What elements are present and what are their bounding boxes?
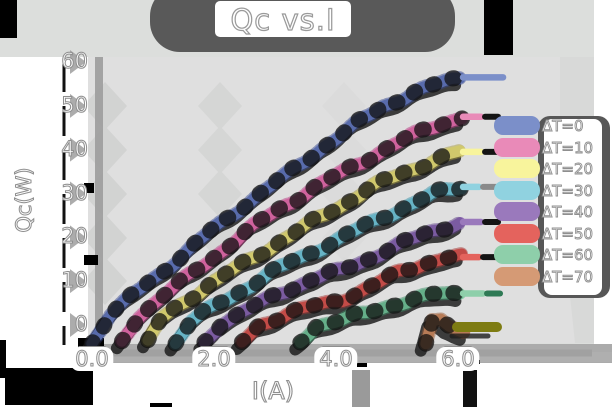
series-errorbar-caps-3 [167, 180, 470, 352]
gridline-chevron [83, 170, 127, 218]
y-tick-marks [70, 50, 86, 337]
legend-item-2: ΔT=20 [494, 159, 612, 179]
gridline-chevron [83, 214, 127, 262]
x-tick-2.0: 2.0 [192, 347, 236, 372]
legend-label: ΔT=60 [542, 246, 594, 265]
x-tick-label-6.0: 6.0 [436, 347, 480, 372]
series-errorbar-caps-0 [83, 70, 469, 352]
gridline-chevron [83, 82, 127, 130]
legend-swatch-icon [494, 223, 540, 243]
legend-swatch-icon [494, 116, 540, 135]
x-axis-label: I(A) [251, 376, 295, 405]
shadow-fragment [357, 363, 367, 367]
legend-item-6: ΔT=60 [494, 245, 612, 265]
shadow-block-top [484, 0, 513, 55]
corner-shadow-top-left [0, 0, 17, 38]
legend-swatch-icon [494, 137, 540, 157]
legend-item-3: ΔT=30 [494, 180, 612, 201]
legend-label: ΔT=40 [542, 203, 594, 222]
shadow-fragment-gray [352, 370, 370, 407]
title-background-box [215, 1, 351, 37]
legend-label: ΔT=10 [542, 138, 594, 157]
legend-item-0: ΔT=0 [494, 116, 612, 136]
y-tick-chevron [70, 225, 86, 250]
shadow-block-bottom-left [5, 368, 93, 405]
legend-label: ΔT=70 [542, 267, 594, 286]
y-tick-label-40: 40 [61, 136, 89, 161]
x-tick-6.0: 6.0 [436, 347, 480, 372]
y-tick-label-20: 20 [61, 224, 89, 249]
gridline-chevron [198, 82, 242, 130]
legend-swatch-icon [494, 245, 540, 264]
legend: ΔT=0 ΔT=10 ΔT=20 ΔT=30 ΔT=40 ΔT=50 ΔT=60 ΔT=70 [494, 114, 612, 302]
y-tick-label-60: 60 [61, 49, 89, 74]
legend-background-box [544, 119, 602, 295]
y-tick-chevron [70, 50, 86, 75]
legend-label: ΔT=0 [542, 117, 584, 136]
gridline-chevron [198, 170, 242, 218]
x-tick-0.0: 0.0 [70, 347, 114, 372]
gridline-chevron [83, 126, 127, 174]
x-tick-4.0: 4.0 [314, 347, 358, 372]
x-tick-label-2.0: 2.0 [192, 347, 236, 372]
legend-item-4: ΔT=40 [494, 202, 612, 222]
legend-swatch-icon [494, 266, 540, 286]
shadow-fragment [84, 255, 98, 265]
shadow-fragment [0, 340, 6, 378]
gridline-chevron [83, 257, 127, 305]
x-tick-label-4.0: 4.0 [314, 347, 358, 372]
y-tick-label-10: 10 [61, 268, 89, 293]
series-errorbar-caps-6 [292, 284, 469, 351]
y-tick-chevron [70, 269, 86, 294]
legend-item-1: ΔT=10 [494, 137, 612, 158]
legend-label: ΔT=50 [542, 224, 594, 243]
shadow-fragment [150, 403, 172, 407]
gridline-chevron [198, 126, 242, 174]
y-tick-chevron [70, 93, 86, 118]
y-tick-label-0: 0 [74, 312, 88, 337]
chart-title: Qc vs.I [230, 2, 336, 37]
x-tick-label-0.0: 0.0 [70, 347, 114, 372]
y-tick-label-30: 30 [61, 180, 89, 205]
series-errorbar-caps-1 [113, 110, 471, 350]
series-errorbar-caps-5 [233, 246, 470, 350]
legend-swatch-icon [494, 159, 540, 178]
shadow-fragment [463, 370, 477, 407]
y-tick-chevron [70, 181, 86, 206]
legend-label: ΔT=30 [542, 181, 594, 200]
shadow-fragment [84, 183, 94, 193]
legend-swatch-icon [494, 202, 540, 221]
legend-item-7: ΔT=70 [494, 266, 612, 287]
legend-label: ΔT=20 [542, 160, 594, 179]
data-series-group [80, 70, 507, 357]
legend-item-5: ΔT=50 [494, 223, 612, 244]
y-tick-chevron [70, 313, 86, 337]
series-errorbar-caps-2 [140, 142, 469, 349]
series-errorbar-caps-4 [196, 214, 469, 351]
legend-swatch-icon [494, 180, 540, 200]
y-tick-chevron [70, 137, 86, 162]
y-tick-label-50: 50 [61, 92, 89, 117]
